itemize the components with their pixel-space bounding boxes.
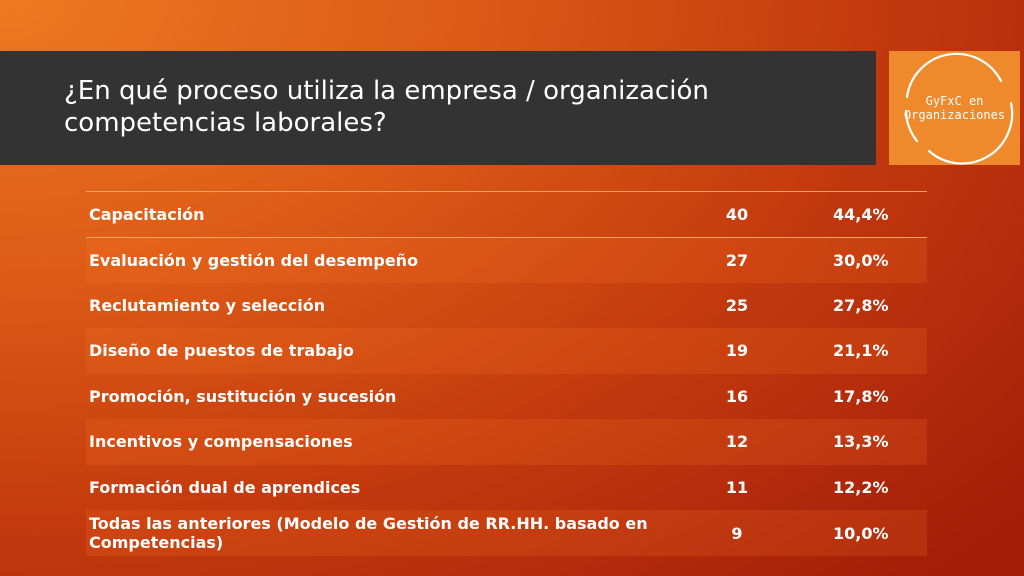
process-label: Promoción, sustitución y sucesión [89, 386, 397, 406]
slide-title-line-2: competencias laborales? [64, 108, 387, 138]
response-percent: 21,1% [833, 341, 889, 361]
slide-title: ¿En qué proceso utiliza la empresa / org… [64, 75, 856, 139]
table-row: Incentivos y compensaciones 12 13,3% [86, 419, 927, 465]
results-table: Capacitación 40 44,4% Evaluación y gesti… [86, 191, 927, 556]
response-percent: 44,4% [833, 204, 889, 224]
response-percent: 17,8% [833, 386, 889, 406]
results-table-container: Capacitación 40 44,4% Evaluación y gesti… [86, 191, 927, 556]
process-label: Incentivos y compensaciones [89, 432, 353, 452]
response-count: 12 [725, 432, 749, 452]
process-label: Evaluación y gestión del desempeño [89, 250, 419, 270]
table-row: Promoción, sustitución y sucesión 16 17,… [86, 374, 927, 420]
table-row: Diseño de puestos de trabajo 19 21,1% [86, 328, 927, 374]
response-percent: 27,8% [833, 295, 889, 315]
response-percent: 12,2% [833, 477, 889, 497]
process-label: Capacitación [89, 204, 205, 224]
response-count: 19 [725, 341, 749, 361]
logo-ring-icon [904, 52, 1014, 165]
process-label: Reclutamiento y selección [89, 295, 326, 315]
logo: GyFxC en Organizaciones [889, 51, 1020, 165]
response-count: 9 [731, 523, 743, 543]
response-count: 25 [725, 295, 749, 315]
process-label: Formación dual de aprendices [89, 477, 361, 497]
table-row: Evaluación y gestión del desempeño 27 30… [86, 237, 927, 283]
response-percent: 10,0% [833, 523, 889, 543]
process-label: Diseño de puestos de trabajo [89, 341, 354, 361]
table-row: Todas las anteriores (Modelo de Gestión … [86, 510, 927, 556]
title-band: ¿En qué proceso utiliza la empresa / org… [0, 51, 876, 165]
logo-text-line-1: GyFxC en [925, 94, 984, 108]
table-row: Reclutamiento y selección 25 27,8% [86, 283, 927, 329]
response-percent: 13,3% [833, 432, 889, 452]
response-count: 11 [725, 477, 749, 497]
logo-text-line-2: Organizaciones [903, 108, 1006, 122]
response-count: 27 [725, 250, 749, 270]
process-label: Todas las anteriores (Modelo de Gestión … [89, 514, 648, 552]
table-row: Formación dual de aprendices 11 12,2% [86, 465, 927, 511]
response-count: 40 [725, 204, 749, 224]
slide-title-line-1: ¿En qué proceso utiliza la empresa / org… [64, 76, 709, 106]
response-count: 16 [725, 386, 749, 406]
response-percent: 30,0% [833, 250, 889, 270]
table-row: Capacitación 40 44,4% [86, 191, 927, 237]
